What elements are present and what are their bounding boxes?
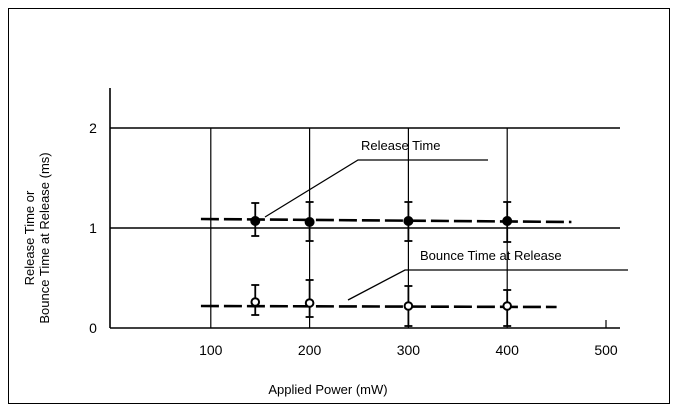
series-1-line xyxy=(200,304,557,309)
figure-frame xyxy=(8,8,670,404)
x-tick-label-500: 500 xyxy=(594,342,618,358)
series-1-point-0 xyxy=(250,297,261,307)
x-tick-label-400: 400 xyxy=(496,342,520,358)
release-time-leader xyxy=(264,159,488,218)
series-1-point-1 xyxy=(304,298,315,308)
series-0 xyxy=(200,201,572,243)
x-tick-label-300: 300 xyxy=(397,342,421,358)
x-tick-label-200: 200 xyxy=(298,342,322,358)
series-layer xyxy=(200,201,572,327)
series-0-point-3 xyxy=(502,216,513,226)
series-0-point-1 xyxy=(304,217,315,227)
grid xyxy=(110,127,620,328)
legend-bounce-time-at-release: Bounce Time at Release xyxy=(420,248,562,263)
axes xyxy=(109,88,620,329)
legend-release-time: Release Time xyxy=(361,138,440,153)
y-tick-label-2: 2 xyxy=(89,120,97,136)
series-1-point-3 xyxy=(502,301,513,311)
annotations xyxy=(264,159,628,301)
series-1 xyxy=(200,279,557,327)
y-tick-label-1: 1 xyxy=(89,220,97,236)
y-axis-label-line-2: Bounce Time at Release (ms) xyxy=(37,152,52,323)
bounce-time-leader xyxy=(347,269,628,301)
x-tick-label-100: 100 xyxy=(199,342,223,358)
y-tick-label-0: 0 xyxy=(89,320,97,336)
series-1-point-2 xyxy=(403,301,414,311)
tick-labels: 0 1 2 100 200 300 400 500 xyxy=(89,120,618,358)
series-0-point-2 xyxy=(403,216,414,226)
series-0-point-0 xyxy=(250,216,261,226)
x-axis-label: Applied Power (mW) xyxy=(268,382,387,397)
y-axis-label-line-1: Release Time or xyxy=(22,190,37,285)
